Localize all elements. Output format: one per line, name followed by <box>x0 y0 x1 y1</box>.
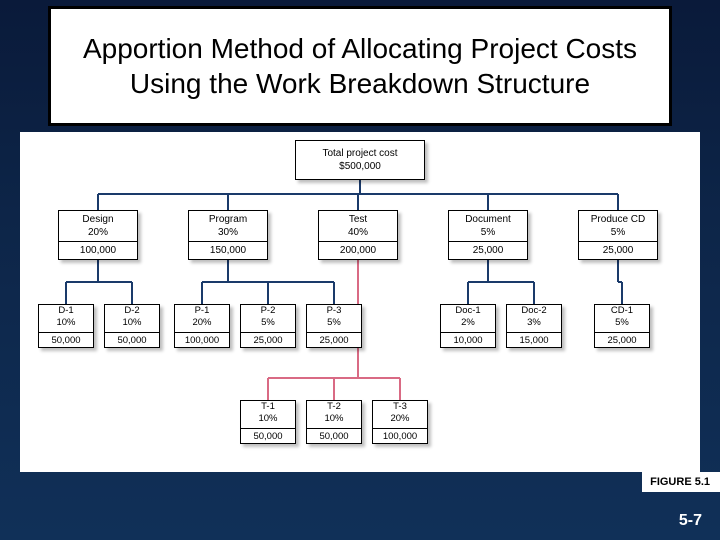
node-document: Document5%25,000 <box>448 210 528 260</box>
root-line2: $500,000 <box>296 160 424 173</box>
page-title: Apportion Method of Allocating Project C… <box>71 31 649 101</box>
node-p3: P-35%25,000 <box>306 304 362 348</box>
node-t2: T-210%50,000 <box>306 400 362 444</box>
node-doc1: Doc-12%10,000 <box>440 304 496 348</box>
node-cd1: CD-15%25,000 <box>594 304 650 348</box>
page-number: 5-7 <box>679 512 702 530</box>
node-design: Design20%100,000 <box>58 210 138 260</box>
title-box: Apportion Method of Allocating Project C… <box>48 6 672 126</box>
root-line1: Total project cost <box>296 147 424 160</box>
node-doc2: Doc-23%15,000 <box>506 304 562 348</box>
node-test: Test40%200,000 <box>318 210 398 260</box>
node-root: Total project cost $500,000 <box>295 140 425 180</box>
node-program: Program30%150,000 <box>188 210 268 260</box>
figure-caption: FIGURE 5.1 <box>642 472 720 492</box>
node-producecd: Produce CD5%25,000 <box>578 210 658 260</box>
node-p2: P-25%25,000 <box>240 304 296 348</box>
node-t1: T-110%50,000 <box>240 400 296 444</box>
node-d1: D-110%50,000 <box>38 304 94 348</box>
wbs-diagram: Total project cost $500,000 Design20%100… <box>20 132 700 472</box>
node-p1: P-120%100,000 <box>174 304 230 348</box>
node-t3: T-320%100,000 <box>372 400 428 444</box>
node-d2: D-210%50,000 <box>104 304 160 348</box>
